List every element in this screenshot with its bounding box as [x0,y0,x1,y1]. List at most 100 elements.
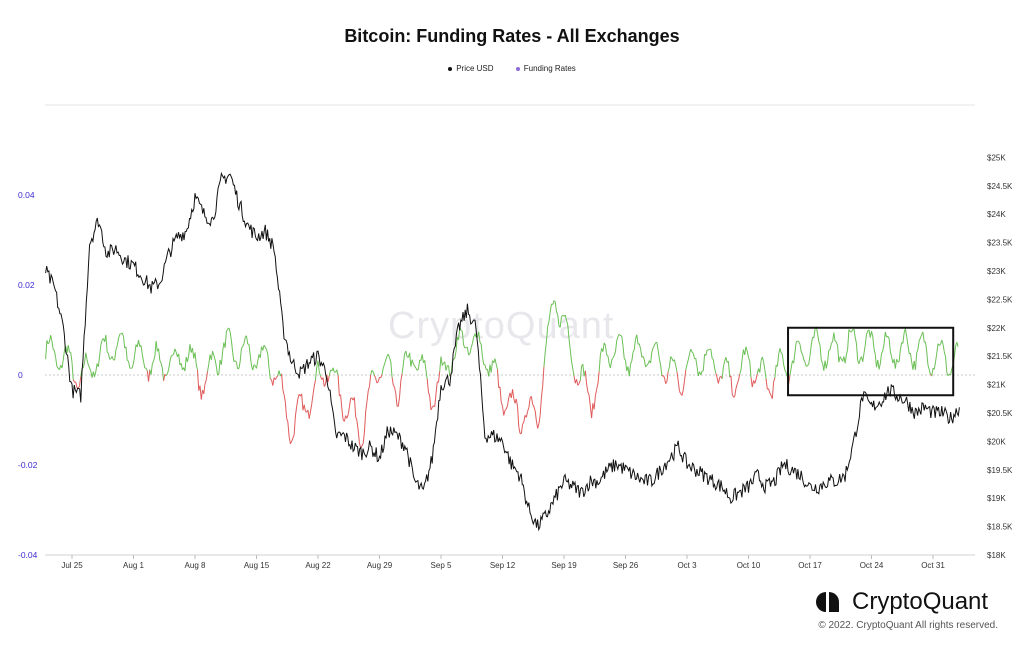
funding-rate-segment [129,367,132,369]
funding-rate-segment [705,350,708,356]
funding-rate-segment [372,371,375,376]
funding-rate-segment [790,360,793,369]
funding-rate-segment [341,408,344,420]
funding-rate-segment [256,360,259,369]
x-tick-label: Aug 8 [185,561,206,570]
funding-rate-segment [389,357,392,362]
funding-rate-segment [568,338,571,351]
funding-rate-segment [376,381,379,384]
funding-rate-segment [503,410,506,416]
funding-rate-segment [504,408,507,411]
funding-rate-segment [554,301,557,312]
funding-rate-segment [768,388,771,394]
funding-rate-segment [918,337,921,341]
funding-rate-segment [677,380,680,392]
x-tick-label: Oct 24 [860,561,884,570]
funding-rate-segment [764,369,767,379]
funding-rate-segment [896,358,899,363]
funding-rate-segment [205,371,209,380]
brand-name: CryptoQuant [852,588,989,615]
funding-rate-segment [947,373,950,377]
funding-rate-segment [429,396,432,410]
funding-rate-segment [914,352,918,370]
funding-rate-segment [906,336,909,345]
right-tick-label: $21K [987,381,1006,390]
funding-rate-segment [864,334,867,346]
funding-rate-segment [725,357,728,363]
funding-rate-segment [253,364,256,367]
funding-rate-segment [630,361,633,365]
funding-rate-segment [817,333,820,342]
funding-rate-segment [668,356,672,367]
funding-rate-segment [691,351,694,354]
funding-rate-segment [774,365,777,378]
funding-rate-segment [518,426,521,434]
funding-rate-segment [828,349,831,351]
funding-rate-segment [399,380,402,397]
right-tick-label: $18.5K [987,523,1013,532]
funding-rate-segment [434,393,437,407]
x-tick-label: Sep 19 [551,561,577,570]
funding-rate-segment [540,386,544,398]
right-tick-label: $19.5K [987,466,1013,475]
legend-dot-funding [515,66,520,71]
funding-rate-segment [318,371,321,377]
funding-rate-segment [133,354,136,364]
funding-rate-segment [754,379,757,384]
funding-rate-segment [207,364,210,372]
funding-rate-segment [515,398,519,408]
funding-rate-segment [808,355,811,365]
funding-rate-segment [863,345,866,354]
funding-rate-segment [632,349,635,353]
funding-rate-segment [587,391,590,396]
funding-rate-segment [666,371,669,382]
funding-rate-segment [67,345,70,353]
funding-rate-segment [888,338,891,352]
funding-rate-segment [638,343,642,349]
funding-rate-segment [794,342,797,353]
funding-rate-segment [907,344,910,354]
x-tick-label: Sep 5 [431,561,452,570]
funding-rate-segment [771,382,775,399]
funding-rate-segment [191,348,195,359]
funding-rate-segment [284,402,288,419]
funding-rate-segment [312,386,315,395]
right-tick-label: $25K [987,153,1006,162]
funding-rate-segment [696,366,699,377]
funding-rate-segment [887,336,890,339]
funding-rate-segment [793,352,796,364]
x-tick-label: Oct 10 [737,561,761,570]
funding-rate-segment [281,373,284,390]
funding-rate-segment [545,326,549,342]
right-tick-label: $20K [987,437,1006,446]
left-tick-label: -0.02 [18,460,38,470]
funding-rate-segment [303,404,306,412]
funding-rate-segment [50,335,53,342]
legend-item-funding[interactable]: Funding Rates [515,64,576,73]
funding-rate-segment [72,379,75,383]
funding-rate-segment [229,331,232,341]
legend-item-price[interactable]: Price USD [448,64,494,73]
funding-rate-segment [212,351,215,356]
funding-rate-segment [224,331,227,348]
funding-rate-segment [402,353,406,365]
funding-rate-segment [385,355,388,361]
funding-rate-segment [886,335,889,338]
funding-rate-segment [950,368,953,375]
funding-rate-segment [881,350,884,354]
funding-rate-segment [735,383,738,389]
funding-rate-segment [544,341,547,353]
funding-rate-segment [496,369,500,388]
funding-rate-segment [765,378,768,390]
funding-rate-segment [469,347,472,354]
funding-rate-segment [355,416,358,421]
funding-rate-segment [278,370,281,377]
funding-rate-segment [200,389,204,400]
funding-rate-segment [535,420,539,429]
funding-rate-segment [308,411,311,419]
funding-rate-segment [259,346,263,358]
funding-rate-segment [891,356,894,364]
funding-rate-segment [577,383,580,386]
funding-rate-segment [441,363,444,366]
